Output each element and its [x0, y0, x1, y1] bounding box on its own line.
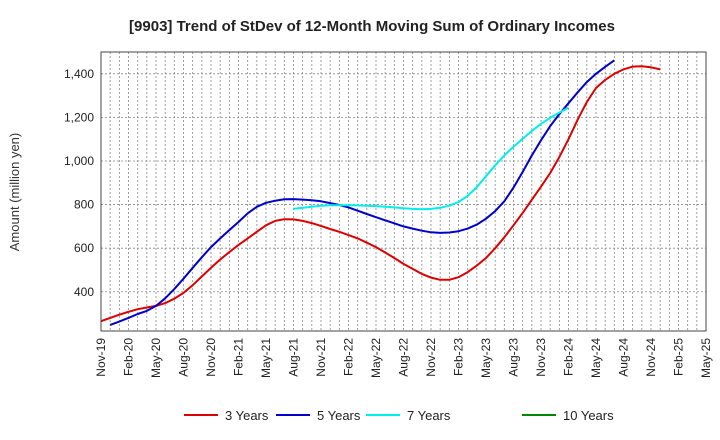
x-tick-label: May-20 [149, 338, 163, 378]
y-axis-label: Amount (million yen) [7, 133, 22, 252]
x-tick-label: May-25 [699, 338, 713, 378]
y-tick-label: 600 [74, 241, 94, 255]
x-tick-label: Feb-23 [452, 338, 466, 376]
x-tick-label: May-22 [369, 338, 383, 378]
legend-label: 5 Years [317, 408, 361, 423]
series-lines [100, 59, 661, 326]
series-line-5-years [109, 59, 615, 326]
x-tick-label: Feb-22 [342, 338, 356, 376]
y-tick-labels: 400 600 800 1,000 1,200 1,400 [64, 67, 94, 299]
x-tick-label: Feb-20 [122, 338, 136, 376]
x-tick-label: Aug-24 [617, 338, 631, 377]
y-tick-label: 1,200 [64, 110, 94, 124]
x-tick-label: May-21 [259, 338, 273, 378]
x-tick-label: Nov-23 [534, 338, 548, 377]
legend-item: 5 Years [276, 408, 361, 423]
legend-item: 10 Years [522, 408, 614, 423]
y-tick-label: 1,000 [64, 154, 94, 168]
series-line-3-years [100, 65, 661, 323]
x-tick-label: Aug-21 [287, 338, 301, 377]
legend-item: 3 Years [184, 408, 269, 423]
x-tick-label: Nov-24 [644, 338, 658, 377]
x-tick-label: May-24 [589, 338, 603, 378]
x-tick-label: May-23 [479, 338, 493, 378]
x-tick-label: Aug-20 [177, 338, 191, 377]
x-tick-label: Nov-21 [314, 338, 328, 377]
y-tick-label: 1,400 [64, 67, 94, 81]
x-tick-label: Nov-22 [424, 338, 438, 377]
y-tick-label: 400 [74, 285, 94, 299]
series-line-7-years [293, 106, 569, 211]
x-tick-label: Aug-23 [507, 338, 521, 377]
legend-label: 3 Years [225, 408, 269, 423]
x-tick-label: Feb-24 [562, 338, 576, 376]
legend-label: 10 Years [563, 408, 614, 423]
legend-label: 7 Years [407, 408, 451, 423]
plot-frame [100, 51, 707, 332]
legend-item: 7 Years [366, 408, 451, 423]
x-tick-label: Feb-25 [672, 338, 686, 376]
x-tick-label: Aug-22 [397, 338, 411, 377]
x-tick-labels: Nov-19 Feb-20 May-20 Aug-20 Nov-20 Feb-21 May-… [94, 338, 713, 378]
grid [100, 52, 707, 331]
y-tick-label: 800 [74, 198, 94, 212]
x-tick-label: Feb-21 [232, 338, 246, 376]
x-tick-label: Nov-20 [204, 338, 218, 377]
chart-title: [9903] Trend of StDev of 12-Month Moving… [129, 18, 615, 35]
x-tick-label: Nov-19 [94, 338, 108, 377]
legend: 3 Years 5 Years 7 Years 10 Years [184, 408, 614, 423]
